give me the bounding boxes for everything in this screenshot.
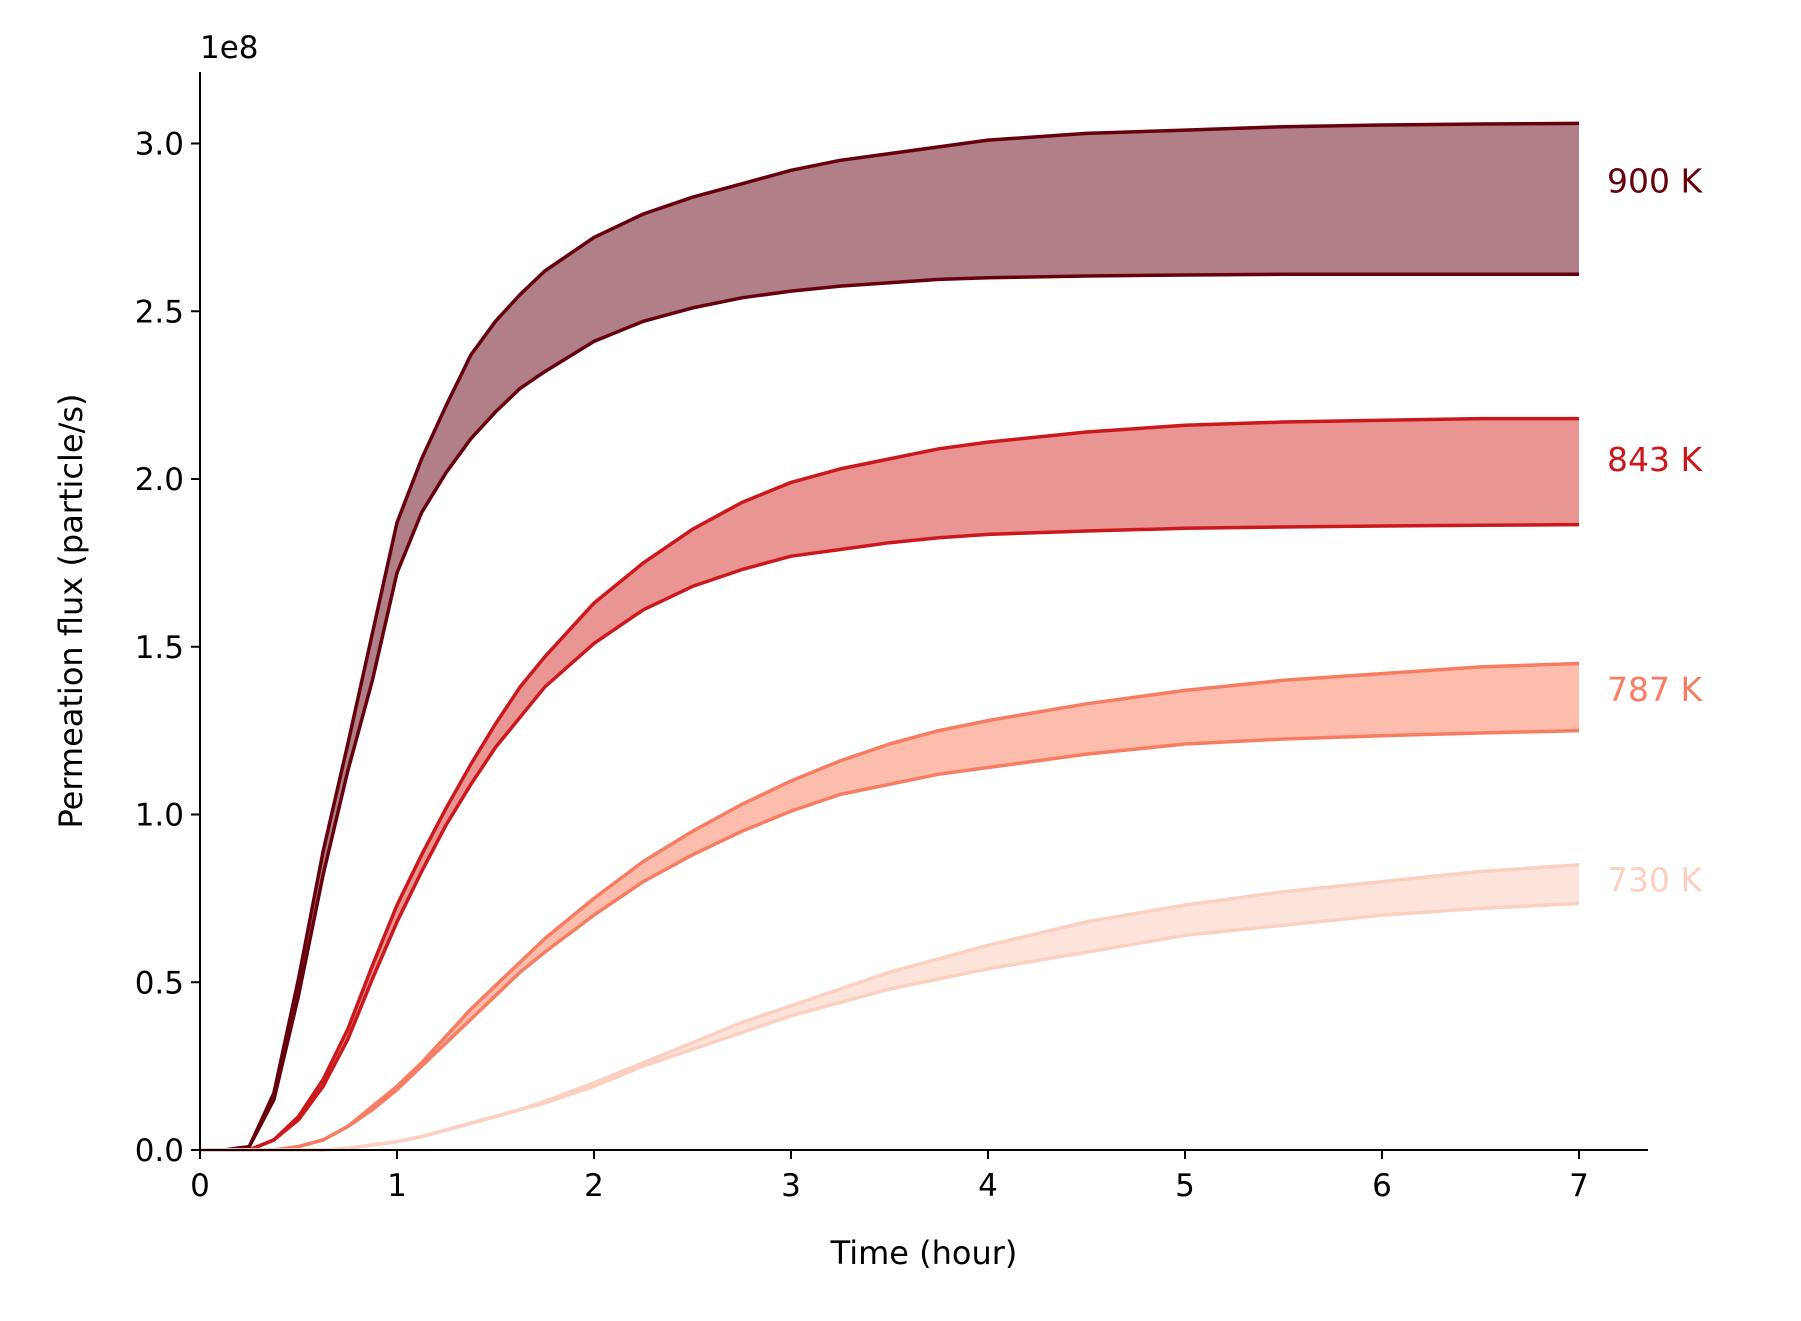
y-tick-label: 0.5 (135, 965, 184, 1001)
y-exponent-label: 1e8 (200, 30, 259, 66)
axes-layer (199, 72, 1648, 1151)
lower-line-787-k (200, 728, 1580, 1152)
x-tick-label: 1 (387, 1168, 407, 1204)
y-tick-label: 1.5 (135, 630, 184, 666)
x-tick-label: 2 (584, 1168, 604, 1204)
lower-line-900-k (200, 272, 1579, 1152)
y-tick-label: 0.0 (135, 1133, 184, 1169)
x-tick-label: 4 (978, 1168, 998, 1204)
band-fill-900-k (200, 123, 1579, 1150)
upper-line-843-k (200, 416, 1579, 1152)
band-labels-layer: 900 K 843 K 787 K 730 K (1607, 162, 1703, 900)
x-ticks-layer: 0 1 2 3 4 5 6 7 (190, 1150, 1589, 1204)
x-tick-label: 3 (781, 1168, 801, 1204)
band-label-843-k: 843 K (1607, 440, 1703, 479)
bands-layer (200, 121, 1580, 1152)
x-tick-label: 5 (1175, 1168, 1195, 1204)
x-tick-label: 6 (1372, 1168, 1392, 1204)
y-tick-label: 2.0 (135, 462, 184, 498)
lower-line-843-k (200, 522, 1580, 1152)
y-tick-label: 1.0 (135, 798, 184, 834)
band-label-787-k: 787 K (1607, 670, 1703, 709)
upper-line-900-k (200, 121, 1580, 1152)
band-fill-787-k (200, 663, 1579, 1150)
lower-line-730-k (200, 901, 1580, 1152)
y-ticks-layer: 0.0 0.5 1.0 1.5 2.0 2.5 3.0 (135, 127, 200, 1169)
band-label-730-k: 730 K (1607, 860, 1703, 899)
y-axis-label: Permeation flux (particle/s) (52, 393, 90, 828)
band-fill-730-k (200, 864, 1579, 1150)
x-tick-label: 7 (1569, 1168, 1589, 1204)
band-fill-843-k (200, 418, 1579, 1151)
y-tick-label: 2.5 (135, 294, 184, 330)
y-tick-label: 3.0 (135, 127, 184, 163)
x-axis-label: Time (hour) (830, 1234, 1018, 1272)
x-tick-label: 0 (190, 1168, 210, 1204)
band-label-900-k: 900 K (1607, 162, 1703, 201)
